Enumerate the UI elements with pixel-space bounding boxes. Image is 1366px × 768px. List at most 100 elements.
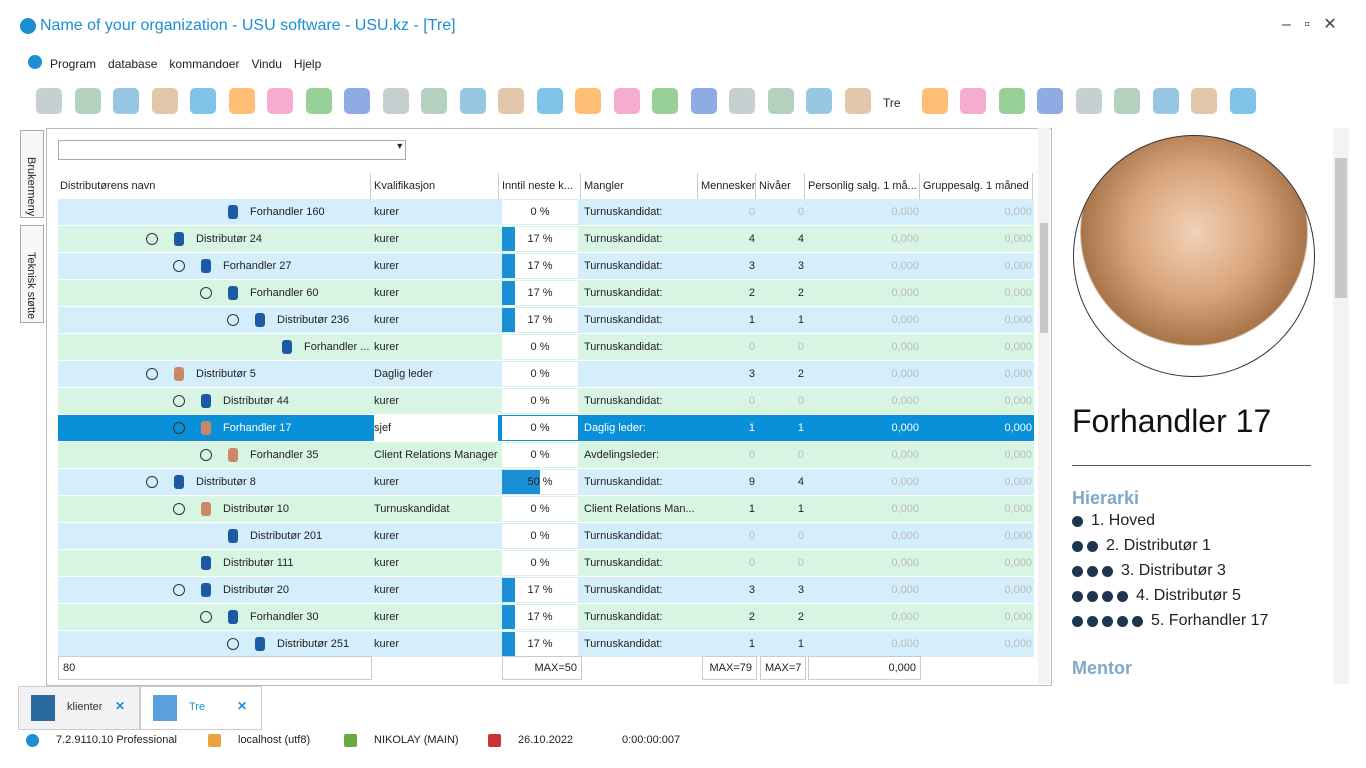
toolbar-button[interactable]: [998, 88, 1025, 114]
toolbar-button[interactable]: [575, 88, 601, 114]
column-header[interactable]: Kvalifikasjon: [372, 173, 499, 199]
level-dot: [1072, 565, 1083, 577]
cell-personal: 0,000: [891, 206, 919, 218]
menu-item[interactable]: Vindu: [251, 57, 282, 71]
person-icon: [201, 421, 211, 435]
window-controls[interactable]: – ▫ ✕: [1282, 16, 1337, 33]
toolbar-button[interactable]: [1191, 88, 1217, 114]
grid-scrollbar[interactable]: [1038, 128, 1050, 684]
toolbar-button[interactable]: [459, 88, 486, 114]
toolbar-button[interactable]: [767, 88, 794, 114]
toolbar-button[interactable]: [305, 88, 332, 114]
toolbar-button[interactable]: [1075, 88, 1102, 114]
cell-group: 0,000: [1004, 395, 1032, 407]
filter-combo[interactable]: ▾: [58, 140, 406, 160]
expand-toggle[interactable]: [227, 314, 239, 326]
progress-cell: 17 %: [502, 254, 578, 278]
tab-close[interactable]: ✕: [237, 699, 248, 713]
divider: [1072, 465, 1311, 466]
menu-item[interactable]: Hjelp: [293, 57, 322, 71]
side-tab[interactable]: Brukermeny: [20, 130, 44, 218]
column-header[interactable]: Distributørens navn: [58, 173, 371, 199]
toolbar-button[interactable]: [498, 88, 524, 114]
cell-group: 0,000: [1004, 233, 1032, 245]
column-header[interactable]: Mangler: [582, 173, 698, 199]
toolbar-button[interactable]: [190, 88, 216, 114]
expand-toggle[interactable]: [173, 422, 185, 434]
toolbar-button[interactable]: [74, 88, 101, 114]
tab-label: Tre: [189, 701, 206, 713]
cell-personal: 0,000: [891, 314, 919, 326]
cell-personal: 0,000: [891, 584, 919, 596]
expand-toggle[interactable]: [173, 260, 185, 272]
person-icon: [174, 367, 184, 381]
expand-toggle[interactable]: [200, 611, 212, 623]
column-header[interactable]: Inntil neste k...: [500, 173, 581, 199]
toolbar-button[interactable]: [382, 88, 409, 114]
cell-group: 0,000: [1004, 503, 1032, 515]
toolbar-button[interactable]: [228, 88, 255, 114]
side-tab-label: Brukermeny: [25, 157, 37, 217]
cell-people: 0: [748, 341, 755, 353]
cell-name: Forhandler 35: [250, 449, 319, 461]
toolbar-button[interactable]: [151, 88, 178, 114]
expand-toggle[interactable]: [173, 395, 185, 407]
cell-levels: 2: [797, 287, 804, 299]
level-dot: [1087, 590, 1098, 602]
column-header[interactable]: Personlig salg. 1 må...: [806, 173, 920, 199]
toolbar-button[interactable]: [344, 88, 370, 114]
tab[interactable]: klienter ✕: [18, 686, 140, 730]
toolbar-button[interactable]: [1152, 88, 1179, 114]
tab-close[interactable]: ✕: [115, 699, 126, 713]
toolbar-button[interactable]: [113, 88, 139, 114]
expand-toggle[interactable]: [173, 503, 185, 515]
toolbar-button[interactable]: [36, 88, 62, 114]
expand-toggle[interactable]: [146, 233, 158, 245]
toolbar-button[interactable]: [1114, 88, 1140, 114]
menu-item[interactable]: Program: [50, 57, 97, 71]
toolbar-button[interactable]: [536, 88, 563, 114]
cell-missing: Daglig leder:: [584, 422, 646, 434]
cell-personal: 0,000: [891, 287, 919, 299]
expand-toggle[interactable]: [146, 476, 158, 488]
column-header[interactable]: Nivåer: [757, 173, 805, 199]
cell-personal: 0,000: [891, 503, 919, 515]
progress-cell: 17 %: [502, 605, 578, 629]
toolbar-button[interactable]: [921, 88, 948, 114]
toolbar-button[interactable]: [421, 88, 447, 114]
cell-qual: kurer: [374, 476, 400, 488]
hierarchy-text: 2. Distributør 1: [1106, 537, 1211, 554]
expand-toggle[interactable]: [146, 368, 158, 380]
toolbar-button[interactable]: [1037, 88, 1063, 114]
details-name: Forhandler 17: [1072, 403, 1272, 439]
level-dot: [1132, 615, 1143, 627]
toolbar-button[interactable]: [729, 88, 755, 114]
toolbar-button[interactable]: [690, 88, 717, 114]
column-header[interactable]: Gruppesalg. 1 måned: [921, 173, 1033, 199]
expand-toggle[interactable]: [227, 638, 239, 650]
footer-cell: MAX=7: [760, 656, 806, 680]
cell-people: 0: [748, 395, 755, 407]
expand-toggle[interactable]: [173, 584, 185, 596]
toolbar-button[interactable]: [806, 88, 832, 114]
footer-cell: 0,000: [808, 656, 921, 680]
menu-item[interactable]: kommandoer: [169, 57, 240, 71]
menu-item[interactable]: database: [108, 57, 158, 71]
toolbar-button[interactable]: [1229, 88, 1256, 114]
toolbar-button[interactable]: [652, 88, 678, 114]
person-icon: [228, 205, 238, 219]
level-dot: [1072, 615, 1083, 627]
progress-cell: 0 %: [502, 443, 578, 467]
details-scrollbar[interactable]: [1333, 128, 1349, 684]
expand-toggle[interactable]: [200, 287, 212, 299]
cell-missing: Turnuskandidat:: [584, 206, 663, 218]
side-tab[interactable]: Teknisk støtte: [20, 225, 44, 323]
toolbar-button[interactable]: [844, 88, 871, 114]
tab[interactable]: Tre ✕: [140, 686, 262, 730]
cell-missing: Turnuskandidat:: [584, 314, 663, 326]
toolbar-button[interactable]: [267, 88, 293, 114]
expand-toggle[interactable]: [200, 449, 212, 461]
toolbar-button[interactable]: [960, 88, 986, 114]
column-header[interactable]: Mennesker: [699, 173, 756, 199]
toolbar-button[interactable]: [613, 88, 640, 114]
